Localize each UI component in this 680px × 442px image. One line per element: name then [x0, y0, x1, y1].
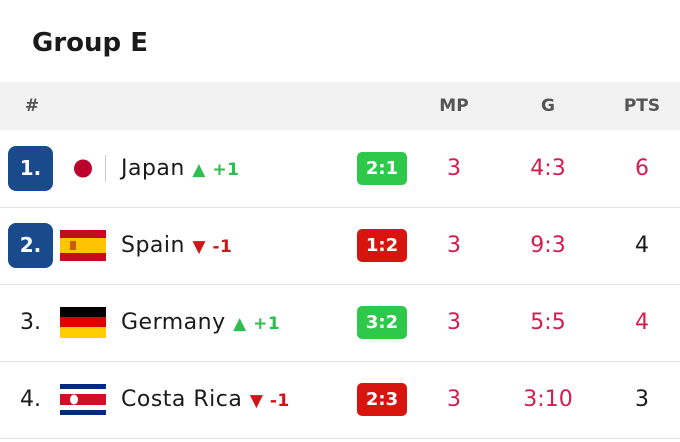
team-name: Japan [121, 156, 185, 181]
flag [60, 230, 106, 261]
change: ▲ +1 [233, 314, 281, 334]
points: 6 [635, 156, 649, 181]
result: 3:2 [357, 306, 407, 339]
change-value: -1 [212, 237, 233, 257]
team: Spain ▼ -1 [121, 207, 232, 284]
title: Group E [32, 28, 148, 58]
mp: 3 [447, 310, 461, 335]
result: 1:2 [357, 229, 407, 262]
col-header: G [541, 96, 555, 116]
change: ▲ +1 [192, 160, 240, 180]
col-header: MP [439, 96, 469, 116]
change: ▼ -1 [249, 391, 290, 411]
change-value: -1 [269, 391, 290, 411]
goals: 4:3 [530, 156, 566, 181]
rank: 3. [20, 310, 41, 335]
mp: 3 [447, 156, 461, 181]
change-value: +1 [253, 314, 281, 334]
flag [74, 155, 106, 182]
col-header: # [24, 96, 40, 116]
col-header: PTS [623, 96, 661, 116]
rank: 4. [20, 387, 41, 412]
table-row[interactable]: 4. Costa Rica ▼ -1 2:3 3 3:10 3 [0, 361, 680, 439]
goals: 5:5 [530, 310, 566, 335]
table-row[interactable]: 3. Germany ▲ +1 3:2 3 5:5 4 [0, 284, 680, 362]
rank: 2. [8, 223, 53, 268]
team-name: Costa Rica [121, 387, 243, 412]
rank: 1. [8, 146, 53, 191]
table-row[interactable]: 2. Spain ▼ -1 1:2 3 9:3 4 [0, 207, 680, 285]
team-name: Germany [121, 310, 226, 335]
table-row[interactable]: 1. Japan ▲ +1 2:1 3 4:3 6 [0, 130, 680, 208]
team: Germany ▲ +1 [121, 284, 280, 361]
change-value: +1 [212, 160, 240, 180]
flag [60, 384, 106, 415]
points: 3 [635, 387, 649, 412]
goals: 9:3 [530, 233, 566, 258]
points: 4 [635, 233, 649, 258]
mp: 3 [447, 233, 461, 258]
flag [60, 307, 106, 338]
points: 4 [635, 310, 649, 335]
change: ▼ -1 [192, 237, 233, 257]
team: Japan ▲ +1 [121, 130, 239, 207]
header-bar [0, 82, 680, 130]
result: 2:1 [357, 152, 407, 185]
team: Costa Rica ▼ -1 [121, 361, 290, 438]
goals: 3:10 [523, 387, 573, 412]
team-name: Spain [121, 233, 185, 258]
mp: 3 [447, 387, 461, 412]
result: 2:3 [357, 383, 407, 416]
